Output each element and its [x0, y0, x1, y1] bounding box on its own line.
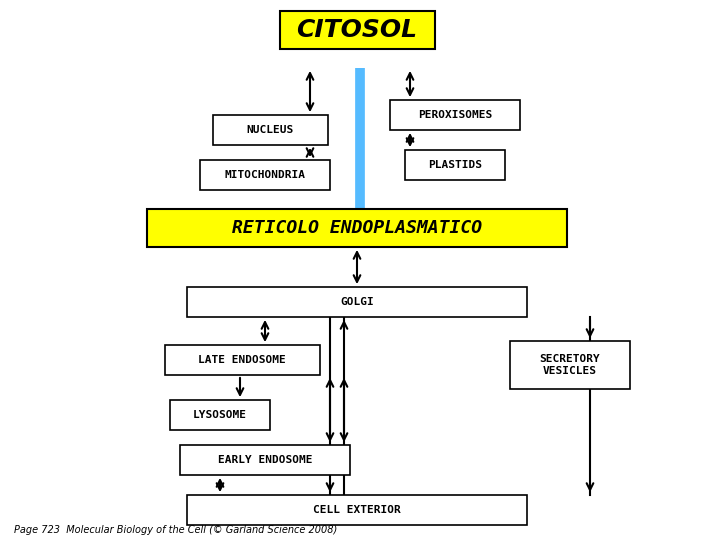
Text: LATE ENDOSOME: LATE ENDOSOME	[198, 355, 286, 365]
Text: PLASTIDS: PLASTIDS	[428, 160, 482, 170]
Bar	[187, 495, 527, 525]
Text: LYSOSOME: LYSOSOME	[193, 410, 247, 420]
Text: MITOCHONDRIA: MITOCHONDRIA	[225, 170, 305, 180]
Bar	[164, 345, 320, 375]
Bar	[180, 445, 350, 475]
Bar	[187, 287, 527, 317]
Bar	[390, 100, 520, 130]
Bar	[170, 400, 270, 430]
Bar	[200, 160, 330, 190]
Text: PEROXISOMES: PEROXISOMES	[418, 110, 492, 120]
Text: CITOSOL: CITOSOL	[297, 18, 418, 42]
Text: RETICOLO ENDOPLASMATICO: RETICOLO ENDOPLASMATICO	[232, 219, 482, 237]
Bar	[405, 150, 505, 180]
Bar	[279, 11, 434, 49]
Text: SECRETORY
VESICLES: SECRETORY VESICLES	[539, 354, 600, 376]
Text: GOLGI: GOLGI	[340, 297, 374, 307]
Text: EARLY ENDOSOME: EARLY ENDOSOME	[217, 455, 312, 465]
Bar	[212, 115, 328, 145]
Bar	[510, 341, 630, 389]
Bar	[147, 209, 567, 247]
Text: Page 723  Molecular Biology of the Cell (© Garland Science 2008): Page 723 Molecular Biology of the Cell (…	[14, 524, 338, 535]
Text: CELL EXTERIOR: CELL EXTERIOR	[313, 505, 401, 515]
Text: NUCLEUS: NUCLEUS	[246, 125, 294, 135]
